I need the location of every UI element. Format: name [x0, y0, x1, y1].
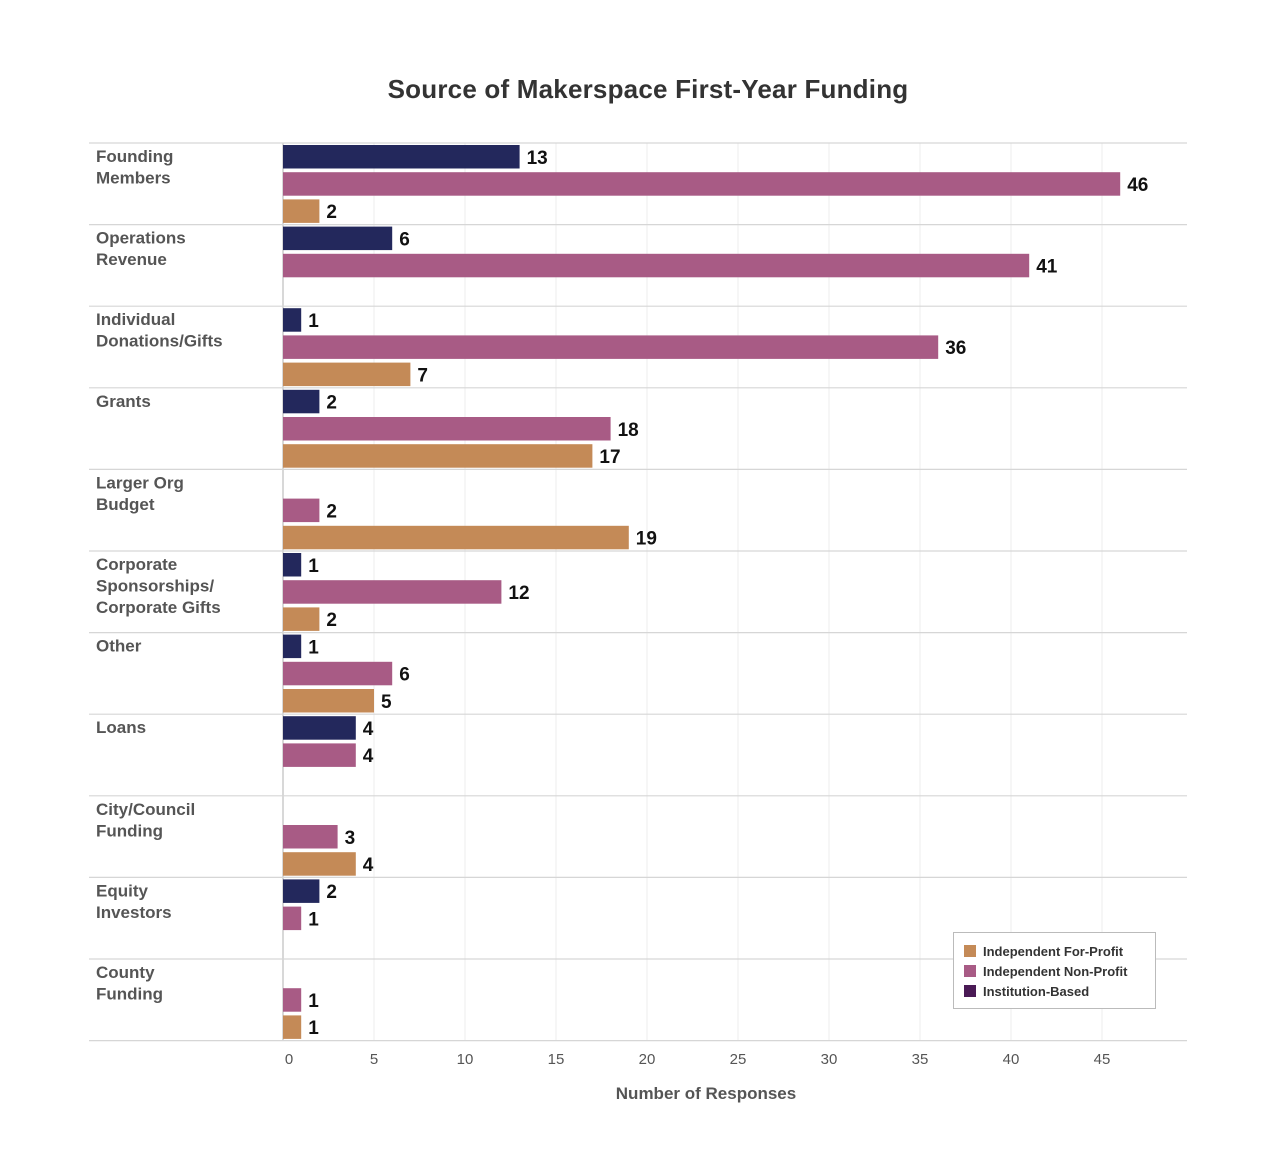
value-label: 3	[345, 828, 356, 849]
category-label: Founding Members	[96, 147, 173, 188]
category-label: Corporate Sponsorships/Corporate Gifts	[96, 555, 221, 617]
category-label: County Funding	[96, 963, 163, 1004]
bar	[283, 226, 393, 251]
value-label: 17	[599, 447, 620, 468]
legend: Independent For-Profit Independent Non-Pr…	[953, 932, 1156, 1009]
bar	[283, 607, 320, 631]
bar	[283, 825, 338, 849]
chart-title: Source of Makerspace First-Year Funding	[387, 74, 909, 104]
legend-item: Independent Non-Profit	[964, 961, 1145, 981]
x-tick-label: 25	[730, 1051, 747, 1068]
x-tick-label: 45	[1094, 1051, 1111, 1068]
legend-swatch	[964, 985, 976, 997]
bar	[283, 906, 302, 931]
bar	[283, 689, 374, 713]
value-label: 1	[308, 311, 319, 332]
bar	[283, 716, 356, 740]
value-label: 2	[326, 882, 337, 903]
bar	[283, 145, 520, 169]
bar	[283, 879, 320, 903]
value-label: 1	[308, 909, 319, 930]
value-label: 36	[945, 338, 966, 359]
legend-item: Institution-Based	[964, 981, 1145, 1001]
value-label: 6	[399, 229, 410, 250]
category-label: City/Council Funding	[96, 800, 195, 841]
value-label: 6	[399, 665, 410, 686]
value-label: 18	[618, 420, 639, 441]
value-label: 2	[326, 393, 337, 414]
x-tick-label: 30	[821, 1051, 838, 1068]
bar	[283, 389, 320, 414]
category-label: Individual Donations/Gifts	[96, 310, 223, 351]
value-label: 12	[508, 583, 529, 604]
bar	[283, 498, 320, 523]
bar	[283, 553, 302, 577]
bar	[283, 199, 320, 223]
bar	[283, 525, 629, 550]
bar	[283, 444, 593, 468]
value-label: 1	[308, 556, 319, 577]
value-label: 2	[326, 501, 337, 522]
value-label: 4	[363, 746, 374, 767]
category-separators	[89, 142, 1187, 1042]
legend-label: Independent Non-Profit	[983, 963, 1128, 979]
x-tick-label: 5	[370, 1051, 378, 1068]
x-tick-label: 20	[639, 1051, 656, 1068]
legend-swatch	[964, 945, 976, 957]
category-labels: Founding Members Operations Revenue Individu…	[96, 147, 223, 1004]
x-tick-label: 15	[548, 1051, 565, 1068]
value-label: 13	[527, 148, 548, 169]
category-label: Loans	[96, 718, 146, 737]
bar	[283, 308, 302, 332]
category-label: Operations Revenue	[96, 229, 186, 270]
bar	[283, 580, 502, 604]
x-axis-title: Number of Responses	[616, 1084, 796, 1103]
bar	[283, 988, 302, 1012]
value-label: 2	[326, 610, 337, 631]
value-label: 1	[308, 1018, 319, 1039]
bar	[283, 362, 411, 387]
value-label: 46	[1127, 175, 1148, 196]
bar	[283, 661, 393, 686]
bar	[283, 417, 611, 441]
category-label: Equity Investors	[96, 881, 172, 922]
value-label: 4	[363, 855, 374, 876]
value-label: 19	[636, 529, 657, 550]
x-tick-label: 35	[912, 1051, 929, 1068]
legend-label: Institution-Based	[983, 983, 1090, 999]
bar	[283, 852, 356, 876]
value-label: 41	[1036, 257, 1058, 278]
bar	[283, 1015, 302, 1039]
x-axis-ticks: 0 5 10 15 20 25 30 35 40 45	[285, 1051, 1111, 1068]
bar	[283, 253, 1030, 278]
legend-label: Independent For-Profit	[983, 943, 1124, 959]
category-label: Larger Org Budget	[96, 473, 184, 514]
bar	[283, 335, 939, 359]
bar	[283, 172, 1121, 196]
value-label: 7	[417, 365, 428, 386]
value-label: 1	[308, 637, 319, 658]
value-label: 2	[326, 202, 337, 223]
bar	[283, 743, 356, 767]
legend-swatch	[964, 965, 976, 977]
x-tick-label: 10	[457, 1051, 474, 1068]
x-tick-label: 0	[285, 1051, 293, 1068]
category-label: Grants	[96, 392, 151, 411]
bar	[283, 634, 302, 659]
x-tick-label: 40	[1003, 1051, 1020, 1068]
value-label: 5	[381, 692, 392, 713]
legend-item: Independent For-Profit	[964, 941, 1145, 961]
value-label: 1	[308, 991, 319, 1012]
value-label: 4	[363, 719, 374, 740]
category-label: Other	[96, 637, 142, 656]
